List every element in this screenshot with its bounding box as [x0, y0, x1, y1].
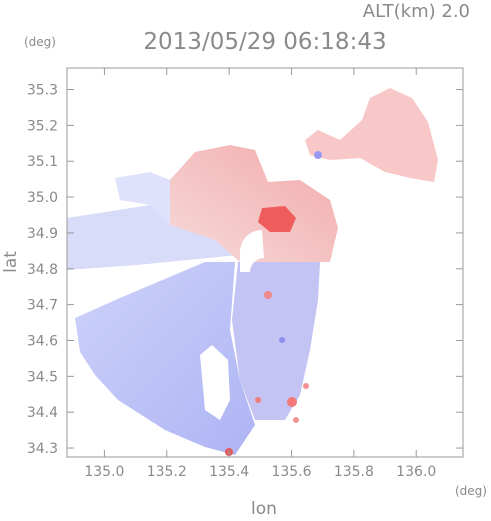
y-tick-label: 34.6: [27, 333, 58, 349]
y-tick-label: 34.5: [27, 369, 58, 385]
y-tick-label: 35.3: [27, 83, 58, 99]
echo-core-red: [258, 206, 296, 232]
y-tick-label: 34.7: [27, 298, 58, 314]
altitude-label: ALT(km) 2.0: [363, 1, 470, 22]
timestamp-title: 2013/05/29 06:18:43: [143, 29, 386, 55]
x-tick-label: 136.0: [396, 464, 436, 480]
y-tick-label: 35.0: [27, 190, 58, 206]
echo-cell: [303, 383, 309, 389]
echo-west-fringe: [115, 172, 170, 225]
y-tick-label: 34.3: [27, 441, 58, 457]
y-axis-ticks: 34.3 34.4 34.5 34.6 34.7 34.8 34.9 35.0 35.1 35.2…: [27, 83, 463, 457]
echo-cell: [314, 151, 322, 159]
radar-echo-field: [67, 88, 438, 456]
echo-gap-south: [200, 345, 230, 420]
plot-frame: [66, 67, 464, 458]
x-tick-label: 135.0: [84, 464, 124, 480]
echo-cell: [279, 337, 285, 343]
y-tick-label: 34.8: [27, 262, 58, 278]
y-tick-label: 35.2: [27, 118, 58, 134]
echo-south-core: [232, 262, 320, 420]
echo-northeast-cloud: [305, 88, 438, 182]
echo-cell: [293, 417, 299, 423]
echo-cell: [264, 291, 272, 299]
x-axis-label: lon: [251, 499, 277, 519]
x-tick-label: 135.2: [147, 464, 187, 480]
x-tick-label: 135.6: [271, 464, 311, 480]
x-axis-ticks: 135.0 135.2 135.4 135.6 135.8 136.0: [84, 68, 436, 480]
x-tick-label: 135.4: [209, 464, 249, 480]
y-axis-label: lat: [1, 251, 21, 273]
radar-center-notch: [240, 230, 264, 272]
y-tick-label: 35.1: [27, 154, 58, 170]
echo-north-sector: [170, 145, 338, 262]
y-unit-label: (deg): [24, 35, 56, 49]
echo-cell: [255, 397, 261, 403]
x-tick-label: 135.8: [334, 464, 374, 480]
echo-gap-wedge: [67, 258, 235, 298]
y-tick-label: 34.9: [27, 226, 58, 242]
y-tick-label: 34.4: [27, 405, 58, 421]
echo-cell: [287, 397, 297, 407]
x-unit-label: (deg): [455, 484, 487, 498]
